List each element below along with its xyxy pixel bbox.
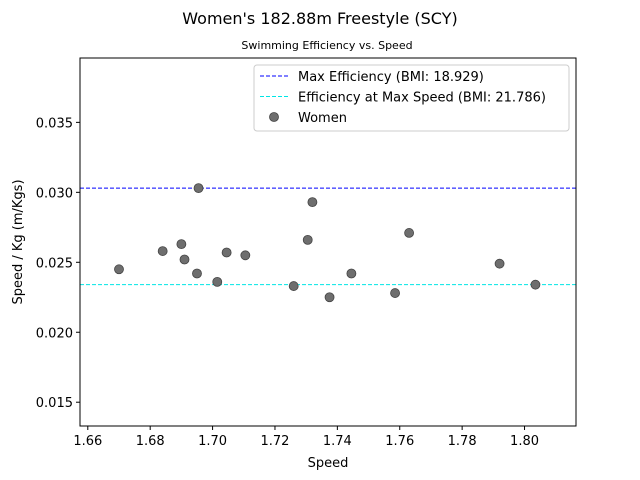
data-point <box>346 268 357 279</box>
data-point <box>307 197 318 208</box>
y-tick-label: 0.015 <box>36 396 73 411</box>
data-point <box>288 281 299 291</box>
data-point <box>390 288 400 298</box>
y-tick-label: 0.020 <box>36 326 73 341</box>
plot-frame <box>79 57 577 427</box>
legend-marker-swatch <box>269 112 279 122</box>
data-point <box>530 279 541 290</box>
data-point <box>302 235 313 245</box>
x-tick-label: 1.66 <box>73 434 102 449</box>
y-axis: 0.015 0.020 0.025 0.030 0.035 <box>36 116 80 411</box>
x-axis-label: Speed <box>308 456 349 471</box>
data-point <box>221 247 232 258</box>
data-point <box>176 239 187 249</box>
chart-title: Women's 182.88m Freestyle (SCY) <box>182 9 457 28</box>
legend-label: Efficiency at Max Speed (BMI: 21.786) <box>298 91 546 106</box>
data-point <box>324 292 335 303</box>
x-tick-label: 1.80 <box>510 434 539 449</box>
legend-label: Max Efficiency (BMI: 18.929) <box>298 70 484 85</box>
data-point <box>157 246 168 256</box>
data-point <box>212 276 223 287</box>
y-tick-label: 0.035 <box>36 116 73 131</box>
plot-area <box>80 183 576 303</box>
data-point <box>192 268 202 279</box>
x-tick-label: 1.70 <box>198 434 227 449</box>
x-tick-label: 1.78 <box>448 434 477 449</box>
y-tick-label: 0.025 <box>36 256 73 271</box>
legend-label: Women <box>298 111 347 126</box>
chart-subtitle: Swimming Efficiency vs. Speed <box>241 39 412 52</box>
y-tick-label: 0.030 <box>36 186 73 201</box>
y-axis-label: Speed / Kg (m/Kgs) <box>11 179 26 304</box>
data-point <box>179 254 190 265</box>
legend-box <box>253 64 570 132</box>
x-tick-label: 1.74 <box>323 434 352 449</box>
data-point <box>193 183 204 194</box>
data-point <box>240 250 251 261</box>
legend: Max Efficiency (BMI: 18.929) Efficiency a… <box>253 64 570 132</box>
x-tick-label: 1.68 <box>136 434 165 449</box>
data-point <box>494 258 505 269</box>
data-point <box>114 264 124 275</box>
data-point <box>404 228 415 238</box>
x-axis: 1.66 1.68 1.70 1.72 1.74 1.76 1.78 1.80 <box>73 426 539 449</box>
x-tick-label: 1.72 <box>260 434 289 449</box>
x-tick-label: 1.76 <box>385 434 414 449</box>
